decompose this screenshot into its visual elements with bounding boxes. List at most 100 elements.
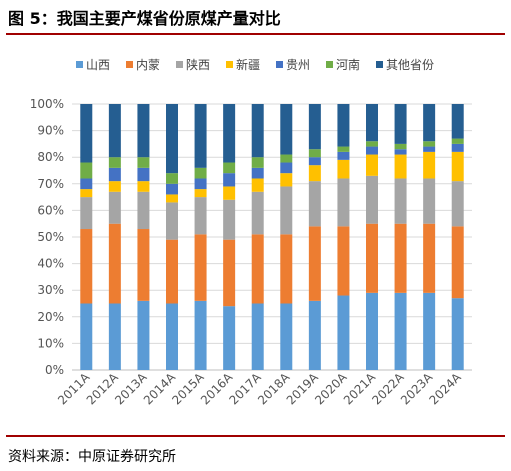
bar-segment: [223, 239, 236, 307]
legend-label: 河南: [336, 57, 360, 72]
bar-segment: [223, 186, 236, 200]
bar-segment: [223, 199, 236, 240]
legend-swatch: [226, 61, 233, 68]
bar-segment: [108, 191, 121, 224]
bar-segment: [451, 181, 464, 227]
figure-title: 图 5：我国主要产煤省份原煤产量对比: [8, 9, 281, 28]
bar-segment: [423, 292, 436, 370]
bar-segment: [108, 167, 121, 182]
bar-segment: [366, 146, 378, 155]
bar-segment: [366, 175, 378, 224]
bar-segment: [280, 154, 293, 163]
bar-segment: [137, 104, 150, 158]
bar-segment: [280, 173, 293, 187]
bar-segment: [394, 292, 407, 370]
bar-segment: [308, 226, 321, 301]
legend: 山西 内蒙 陕西 新疆 贵州 河南 其他省份: [76, 57, 434, 72]
bar-segment: [366, 223, 378, 293]
y-tick-label: 10%: [37, 336, 64, 350]
x-axis-ticks: 2011A2012A2013A2014A2015A2016A2017A2018A…: [55, 370, 464, 408]
bar-segment: [166, 104, 178, 174]
title-rule: [6, 33, 505, 35]
bar-segment: [366, 104, 378, 142]
bar-segment: [108, 104, 121, 158]
bar-segment: [223, 306, 236, 370]
bars: [80, 104, 464, 370]
figure-title-bar: 图 5：我国主要产煤省份原煤产量对比: [0, 0, 511, 33]
bar-segment: [251, 167, 264, 179]
bar-segment: [108, 223, 121, 304]
y-tick-label: 90%: [37, 124, 64, 138]
bar-segment: [394, 143, 407, 150]
bar-segment: [423, 104, 436, 142]
legend-label: 陕西: [186, 57, 210, 72]
bar-segment: [308, 149, 321, 158]
bar-segment: [337, 104, 350, 147]
bar-segment: [137, 229, 150, 301]
bar-segment: [451, 226, 464, 299]
legend-swatch: [176, 61, 183, 68]
bar-segment: [394, 178, 407, 224]
bar-segment: [194, 167, 207, 179]
bar-segment: [337, 159, 350, 179]
bar-segment: [194, 178, 207, 190]
bar-segment: [280, 303, 293, 370]
bar-segment: [166, 239, 178, 304]
bar-segment: [80, 303, 93, 370]
bar-segment: [223, 162, 236, 174]
bar-segment: [137, 157, 150, 168]
bar-segment: [451, 143, 464, 152]
bar-segment: [80, 178, 93, 190]
y-tick-label: 100%: [30, 97, 64, 111]
legend-swatch: [126, 61, 133, 68]
bar-segment: [394, 223, 407, 293]
source-note: 资料来源：中原证券研究所: [8, 449, 176, 465]
bar-segment: [451, 151, 464, 182]
bar-segment: [451, 298, 464, 370]
bar-segment: [137, 167, 150, 182]
bar-segment: [337, 295, 350, 370]
bar-segment: [280, 234, 293, 304]
bar-segment: [366, 141, 378, 147]
bar-segment: [394, 149, 407, 155]
gridlines: [72, 103, 472, 371]
bar-segment: [366, 292, 378, 370]
bar-segment: [451, 138, 464, 144]
bar-segment: [194, 104, 207, 168]
y-tick-label: 60%: [37, 203, 64, 217]
y-tick-label: 70%: [37, 177, 64, 191]
y-tick-label: 40%: [37, 257, 64, 271]
bar-segment: [137, 181, 150, 192]
legend-swatch: [76, 61, 83, 68]
bar-segment: [251, 104, 264, 158]
bar-segment: [166, 202, 178, 240]
bar-segment: [251, 191, 264, 235]
bar-segment: [308, 157, 321, 166]
bar-segment: [223, 173, 236, 187]
bar-segment: [80, 162, 93, 179]
bar-segment: [108, 181, 121, 192]
legend-label: 内蒙: [136, 58, 160, 72]
bar-segment: [166, 183, 178, 195]
legend-label: 贵州: [286, 58, 310, 72]
bar-segment: [80, 104, 93, 163]
legend-label: 其他省份: [386, 58, 434, 72]
bar-segment: [423, 178, 436, 224]
legend-swatch: [326, 61, 333, 68]
source-rule: [6, 435, 505, 437]
bar-segment: [194, 189, 207, 198]
bar-segment: [194, 197, 207, 235]
bar-segment: [308, 165, 321, 182]
bar-segment: [194, 234, 207, 301]
bar-segment: [108, 157, 121, 168]
bar-segment: [166, 173, 178, 184]
bar-segment: [423, 223, 436, 293]
bar-segment: [337, 146, 350, 152]
bar-segment: [280, 104, 293, 155]
bar-segment: [337, 178, 350, 227]
y-axis-ticks: 0% 10% 20% 30% 40% 50% 60% 70% 80% 90% 100%: [30, 97, 64, 377]
y-tick-label: 0%: [45, 363, 64, 377]
bar-segment: [366, 154, 378, 176]
y-tick-label: 80%: [37, 150, 64, 164]
bar-segment: [337, 226, 350, 296]
